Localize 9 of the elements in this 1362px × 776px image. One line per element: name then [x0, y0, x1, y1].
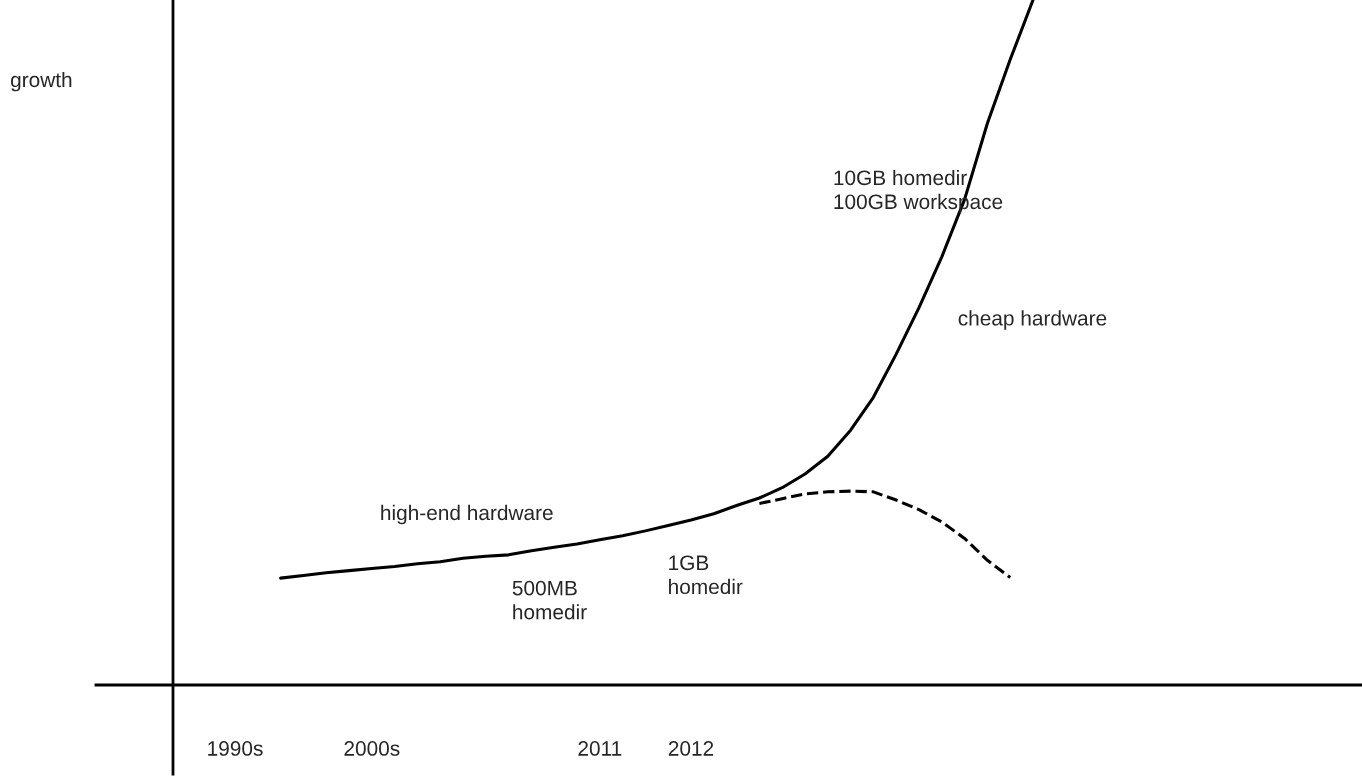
annotation: cheap hardware	[958, 310, 1107, 330]
x-tick-label: 2012	[668, 741, 714, 756]
annotation: 1GB homedir	[669, 555, 743, 595]
x-tick-label: 2000s	[344, 741, 400, 756]
text: growth	[10, 71, 72, 92]
annotation: 500MB homedir	[512, 580, 587, 620]
x-tick-label: 1990s	[208, 741, 263, 756]
x-tick-label: 2011	[578, 741, 622, 756]
annotation: high-end hardware	[381, 504, 553, 525]
